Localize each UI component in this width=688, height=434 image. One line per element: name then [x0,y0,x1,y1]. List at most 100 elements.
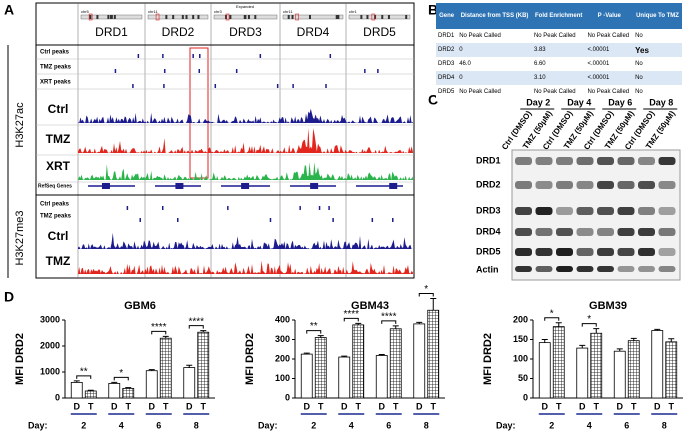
blot-band [638,207,655,215]
series-label: T [88,401,94,411]
blot-band [658,228,676,236]
table-cell: <.00001 [585,57,634,71]
ideogram-band [185,15,188,19]
peak-mark [328,206,330,210]
series-label: D [617,401,624,411]
series-label: T [163,401,169,411]
day-label: Day 2 [526,97,550,107]
series-label: D [304,401,311,411]
y-tick-label: 300 [275,334,290,344]
signal-track [78,260,413,274]
blot-band [597,207,614,215]
panel-label: B [428,2,438,18]
blot-band [638,248,655,256]
x-tick-label: 4 [587,420,592,430]
blot-band [617,228,635,236]
ideogram-band [366,15,369,19]
ideogram-band [381,15,384,19]
error-bar [317,335,324,338]
blot-band [515,228,532,236]
peak-mark [199,54,201,58]
chrom-label: chr11 [148,9,158,14]
table-cell: DRD5 [436,85,458,99]
sig-bracket [418,293,434,297]
gene-label: DRD3 [229,25,262,39]
ideogram-band [308,15,311,19]
x-tick-label: 2 [81,420,86,430]
bar [552,326,565,399]
table-row: DRD4 0 3.10 <.00001 No [436,71,682,85]
blot-row-label: DRD3 [476,205,501,215]
bar [197,331,210,399]
bar [84,390,97,399]
error-bar [378,354,385,356]
error-bar [668,338,675,342]
significance-label: ** [80,366,88,377]
blot-band [556,207,573,215]
blot-band [515,207,532,215]
peak-mark [269,218,272,222]
ideogram-band [89,15,92,19]
blot-band [535,207,553,215]
day-label: Day 6 [608,97,632,107]
gene-label: DRD4 [297,25,330,39]
ideogram-band [229,15,232,19]
series-label: T [201,401,207,411]
table-cell: No Peak Called [531,29,586,43]
peak-mark [192,54,194,58]
blot-row-label: DRD5 [476,246,501,256]
table-cell: No [633,85,682,99]
blot-band [597,248,614,256]
error-bar [355,322,362,325]
blot-row-label: DRD1 [476,155,501,165]
chrom-label: chr1 [349,9,358,14]
track-label: TMZ [46,254,71,268]
ideogram-band [113,15,116,19]
error-bar [579,344,586,349]
blot-frame [511,149,681,281]
blot-band [515,157,532,165]
error-bar [125,387,132,389]
series-label: D [654,401,661,411]
peak-mark [163,84,165,88]
y-tick-label: 100 [275,373,290,383]
series-label: T [393,401,399,411]
bar [300,353,313,399]
error-bar [162,335,169,339]
bar [665,341,678,399]
series-label: D [379,401,386,411]
blot-band [658,248,676,256]
peak-mark [137,54,140,58]
chrom-label: chr3 [214,9,223,14]
table-cell: No Peak Called [457,85,532,99]
sig-bracket [76,375,92,379]
sig-bracket [151,330,167,335]
exon [310,183,319,189]
peak-mark [292,84,294,88]
y-tick-label: 400 [275,314,290,324]
blot-band [576,157,594,165]
ideogram-marker [155,13,160,21]
peak-mark [161,206,164,210]
bar [159,337,172,399]
peak-mark [114,69,117,73]
gene-label: DRD1 [95,25,128,39]
table-cell: 0 [457,71,532,85]
ideogram-marker [295,13,299,21]
blot-band [617,266,635,272]
error-bar [630,337,637,341]
error-bar [200,330,207,333]
bar [183,367,196,399]
ideogram-band [243,15,246,19]
bar [70,381,83,399]
chrom-label: chr11 [283,9,293,14]
ideogram-band [360,15,363,19]
bar [389,328,402,399]
series-label: D [341,401,348,411]
blot-band [576,266,594,272]
blot-band [576,181,594,189]
error-bar [430,298,437,311]
bar [145,370,158,399]
x-tick-label: 6 [624,420,629,430]
series-label: D [111,401,118,411]
